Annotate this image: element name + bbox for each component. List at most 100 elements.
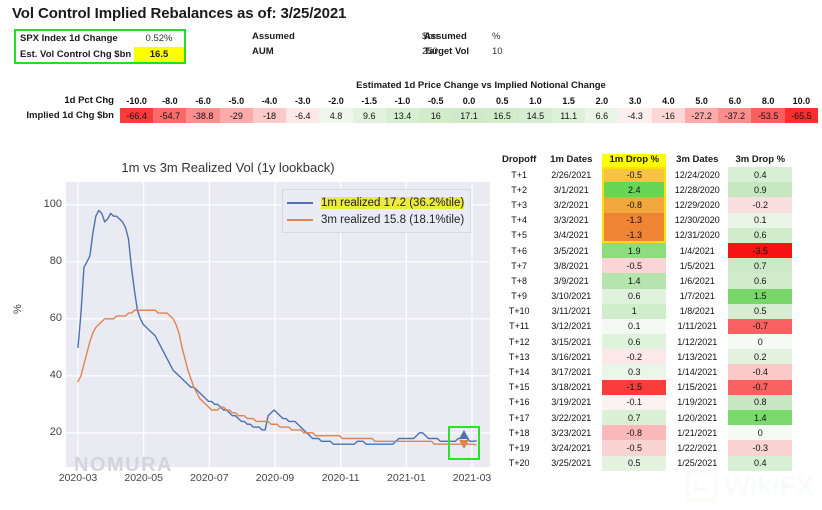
scenario-row-label-pct: 1d Pct Chg (64, 95, 114, 106)
dropoff-cell-t: T+18 (508, 427, 530, 438)
dropoff-cell-1m-drop: -0.8 (602, 425, 667, 441)
chart-y-tick: 80 (49, 254, 62, 267)
dropoff-cell-1m-drop: -1.3 (602, 227, 667, 243)
scenario-implied-cell: -66.4 (120, 108, 154, 123)
summary-panel: SPX Index 1d Change 0.52% Est. Vol Contr… (14, 29, 186, 64)
dropoff-cell-1m-drop: -0.2 (602, 349, 667, 365)
assumption-label-assumed-pct: Assumed (424, 31, 467, 42)
wikifx-logo-icon (686, 470, 719, 502)
dropoff-cell-3m-date: 12/29/2020 (674, 199, 720, 210)
dropoff-header-1m-drop: 1m Drop % (602, 154, 667, 167)
dropoff-header-3m-dates: 3m Dates (676, 154, 719, 165)
scenario-implied-cell: -4.3 (618, 108, 652, 123)
scenario-pct-cell: 0.0 (462, 95, 476, 106)
dropoff-cell-3m-drop: 0.9 (728, 182, 793, 198)
dropoff-row: T+19 3/24/2021 -0.5 1/22/2021 -0.3 (498, 440, 793, 456)
dropoff-cell-t: T+19 (508, 442, 530, 453)
assumption-value-assumed-pct: % (492, 31, 501, 42)
dropoff-cell-t: T+10 (508, 306, 530, 317)
dropoff-row: T+10 3/11/2021 1 1/8/2021 0.5 (498, 303, 793, 319)
dropoff-cell-t: T+12 (508, 336, 530, 347)
scenario-implied-cell: 14.5 (518, 108, 553, 123)
scenario-pct-cell: 5.0 (695, 95, 708, 106)
dropoff-cell-3m-date: 1/25/2021 (677, 458, 718, 469)
scenario-implied-cell: -29 (219, 108, 253, 123)
legend-item-3m: 3m realized 15.8 (18.1%tile) (287, 211, 464, 228)
assumption-row-aum: AUM 250 (252, 44, 502, 59)
dropoff-row: T+16 3/19/2021 -0.1 1/19/2021 0.8 (498, 394, 793, 410)
dropoff-header-3m-drop: 3m Drop % (735, 154, 786, 165)
scenario-pct-cell: 0.5 (495, 95, 509, 106)
dropoff-cell-t: T+8 (511, 275, 528, 286)
dropoff-cell-t: T+17 (508, 412, 530, 423)
dropoff-cell-t: T+20 (508, 458, 530, 469)
dropoff-cell-3m-drop: -0.2 (728, 197, 793, 213)
dropoff-cell-t: T+4 (511, 215, 528, 226)
scenario-implied-cell: -16 (651, 108, 685, 123)
dropoff-cell-1m-drop: 1.4 (602, 273, 667, 289)
scenario-implied-cell: 9.6 (352, 108, 386, 123)
summary-row-spx: SPX Index 1d Change 0.52% (16, 31, 184, 47)
dropoff-cell-3m-drop: 0.2 (728, 349, 793, 365)
assumption-value-assumed: $bn (422, 31, 438, 42)
dropoff-row: T+5 3/4/2021 -1.3 12/31/2020 0.6 (498, 227, 793, 243)
dropoff-table-body: T+1 2/26/2021 -0.5 12/24/2020 0.4 T+2 3/1/2021… (498, 167, 793, 471)
chart-line-1m (77, 209, 477, 445)
scenario-row-label-implied: Implied 1d Chg $bn (26, 110, 114, 121)
dropoff-cell-1m-date: 3/3/2021 (553, 215, 589, 226)
scenario-pct-cell: -1.0 (394, 95, 411, 106)
dropoff-cell-3m-drop: 0.1 (728, 212, 793, 228)
dropoff-cell-3m-drop: 1.5 (728, 288, 793, 304)
dropoff-row: T+12 3/15/2021 0.6 1/12/2021 0 (498, 334, 793, 350)
dropoff-cell-3m-drop: 0.6 (728, 227, 793, 243)
dropoff-cell-1m-date: 3/11/2021 (551, 306, 591, 317)
summary-value-spx: 0.52% (145, 33, 173, 44)
chart-x-tick: 2020-03 (58, 472, 98, 484)
dropoff-cell-1m-drop: 0.7 (602, 410, 667, 426)
dropoff-cell-3m-drop: 0.4 (728, 455, 793, 471)
dropoff-cell-1m-date: 3/17/2021 (551, 367, 592, 378)
dropoff-row: T+9 3/10/2021 0.6 1/7/2021 1.5 (498, 288, 793, 304)
summary-value-volcontrol: 16.5 (134, 47, 184, 62)
scenario-implied-cell: 16 (419, 108, 453, 123)
dropoff-cell-3m-date: 1/22/2021 (677, 442, 718, 453)
chart-x-tick: 2020-11 (321, 472, 360, 484)
dropoff-cell-t: T+6 (511, 245, 528, 256)
dropoff-cell-t: T+1 (511, 169, 528, 180)
chart-y-tick: 40 (49, 368, 62, 381)
scenario-implied-cell: 13.4 (385, 108, 420, 123)
dropoff-cell-t: T+16 (508, 397, 530, 408)
dropoff-cell-1m-date: 3/18/2021 (551, 382, 592, 393)
dropoff-cell-t: T+15 (508, 382, 530, 393)
assumption-label-target-vol: Target Vol (424, 46, 470, 57)
dropoff-cell-3m-drop: -0.7 (728, 318, 793, 335)
dropoff-cell-3m-date: 1/7/2021 (679, 291, 715, 302)
scenario-implied-cell: -6.4 (286, 108, 320, 123)
scenario-caption: Estimated 1d Price Change vs Implied Not… (356, 80, 606, 91)
chart-x-axis-ticks: 2020-03 2020-05 2020-07 2020-09 2020-11 2021-… (59, 470, 492, 490)
scenario-implied-cell: -37.2 (718, 108, 752, 123)
dropoff-table-head: Dropoff 1m Dates 1m Drop % 3m Dates 3m Drop … (498, 154, 792, 167)
dropoff-cell-1m-drop: -0.1 (602, 394, 667, 410)
dropoff-row: T+1 2/26/2021 -0.5 12/24/2020 0.4 (498, 167, 793, 183)
chart-marker-down (459, 440, 469, 449)
chart-x-tick: 2021-03 (452, 472, 492, 484)
legend-swatch-1m (287, 201, 313, 204)
assumption-row-assumed-pct: Assumed % (424, 29, 542, 44)
dropoff-cell-1m-date: 3/16/2021 (551, 351, 592, 362)
assumption-row-target-vol: Target Vol 10 (424, 44, 542, 59)
dropoff-cell-3m-drop: 0 (728, 425, 793, 441)
dropoff-cell-3m-drop: -0.3 (728, 440, 793, 456)
scenario-table-body: 1d Pct Chg -10.0 -8.0 -6.0 -5.0 -4.0 -3.0 -2.0-… (6, 93, 818, 123)
dropoff-cell-3m-drop: 0 (728, 334, 793, 350)
dropoff-cell-1m-date: 3/10/2021 (551, 291, 592, 302)
dropoff-cell-1m-date: 3/25/2021 (551, 458, 592, 469)
scenario-pct-cell: -8.0 (162, 95, 178, 106)
dropoff-cell-1m-date: 3/22/2021 (551, 412, 592, 423)
dropoff-cell-3m-date: 1/8/2021 (679, 306, 715, 317)
dropoff-cell-1m-drop: 0.3 (602, 364, 667, 380)
wikifx-watermark: WikiFX (686, 470, 814, 502)
dropoff-cell-1m-date: 3/9/2021 (553, 275, 589, 286)
dropoff-cell-3m-date: 1/4/2021 (679, 245, 715, 256)
dropoff-row: T+7 3/8/2021 -0.5 1/5/2021 0.7 (498, 258, 793, 274)
